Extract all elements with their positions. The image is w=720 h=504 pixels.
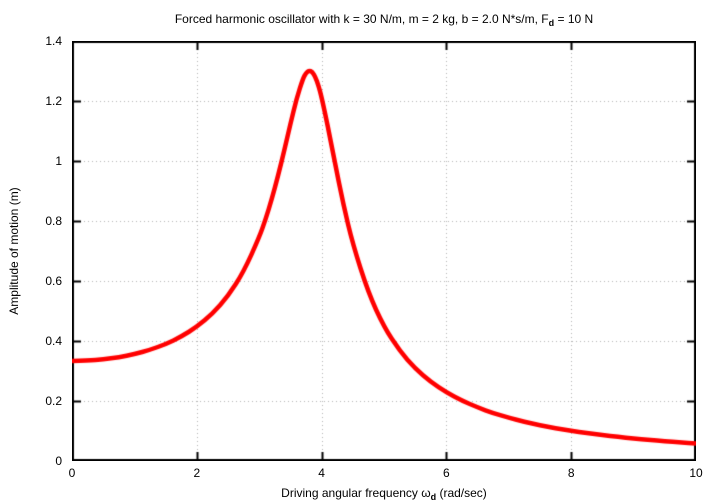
plot-area [72, 41, 696, 461]
chart-title: Forced harmonic oscillator with k = 30 N… [72, 12, 696, 28]
y-tick-label: 0.8 [45, 213, 62, 228]
y-tick-label: 0 [55, 453, 62, 468]
x-tick-label: 2 [193, 466, 201, 480]
x-axis-title-suffix: (rad/sec) [436, 486, 487, 500]
y-tick-label: 1.4 [45, 33, 62, 48]
y-tick-label: 0.4 [45, 333, 62, 348]
x-axis-title-subscript: d [430, 492, 437, 502]
x-tick-label: 8 [567, 466, 575, 480]
resonance-curve-canvas [72, 41, 696, 461]
x-tick-label: 10 [689, 466, 703, 480]
y-tick-label: 1.2 [45, 93, 62, 108]
x-axis-title: Driving angular frequency ωd (rad/sec) [72, 486, 696, 502]
y-tick-label: 1 [55, 153, 62, 168]
x-tick-label: 6 [443, 466, 450, 480]
x-axis-tick-labels: 0 2 4 6 8 10 [68, 466, 703, 483]
chart-title-suffix: = 10 N [554, 12, 594, 26]
y-axis-tick-labels: 0 0.2 0.4 0.6 0.8 1 1.2 1.4 [0, 34, 62, 467]
chart-title-subscript: d [548, 18, 555, 28]
chart-title-text: Forced harmonic oscillator with k = 30 N… [174, 12, 549, 26]
x-axis-title-text: Driving angular frequency ω [281, 486, 431, 500]
y-tick-label: 0.2 [45, 393, 62, 408]
y-tick-label: 0.6 [45, 273, 62, 288]
x-tick-label: 0 [68, 466, 76, 480]
x-tick-label: 4 [318, 466, 325, 480]
